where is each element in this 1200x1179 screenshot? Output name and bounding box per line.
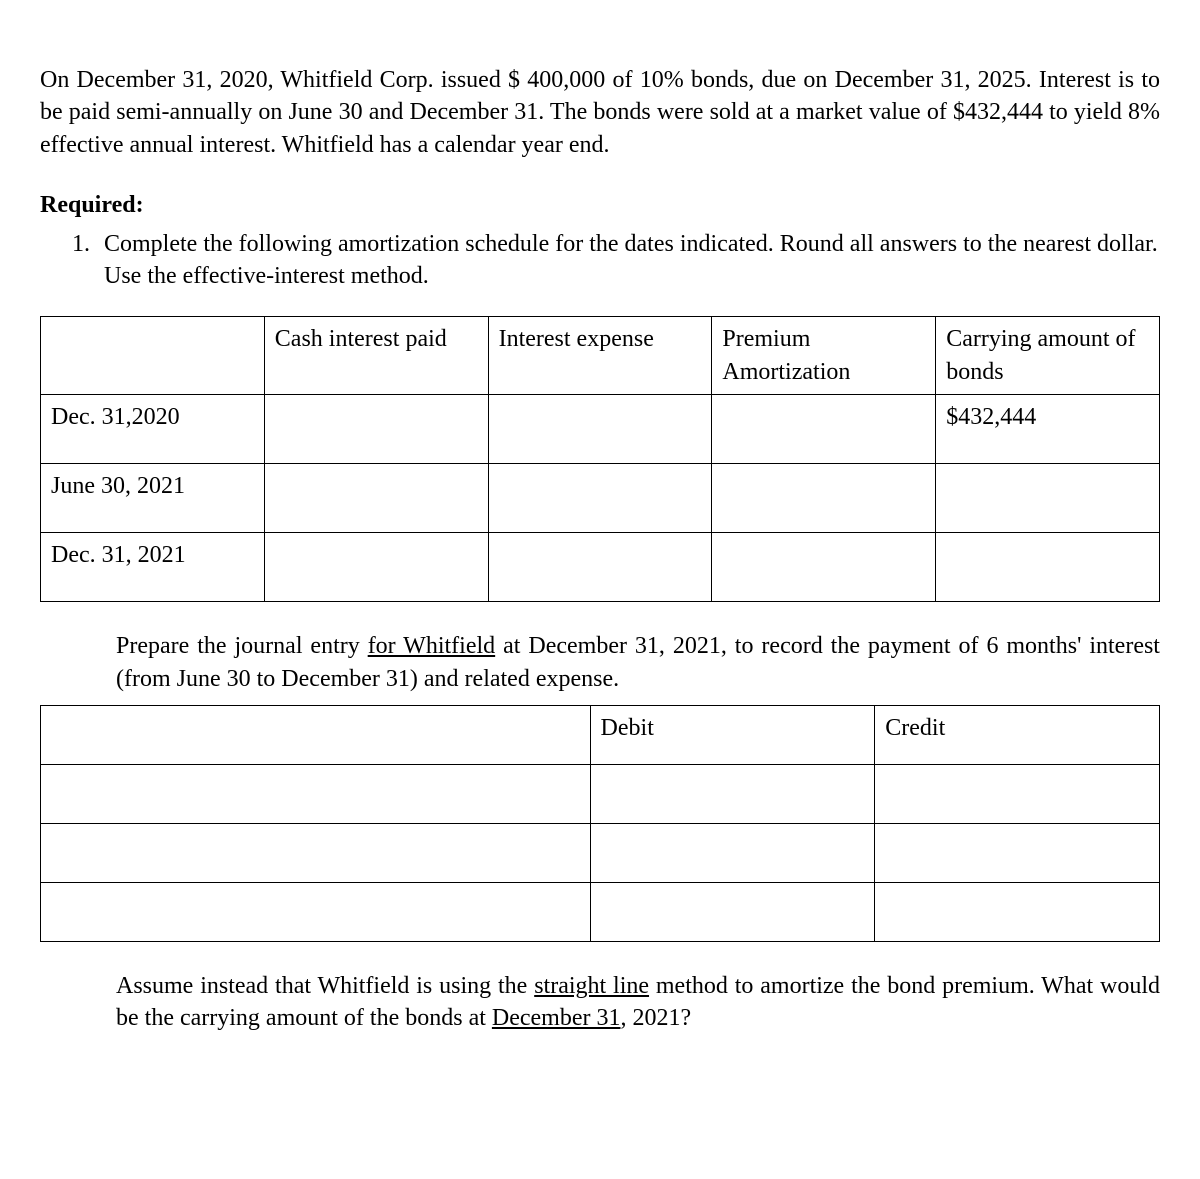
col-header-premium: Premium Amortization xyxy=(712,317,936,395)
cell-credit xyxy=(875,764,1160,823)
cell-ie xyxy=(488,395,712,464)
cell-debit xyxy=(590,823,875,882)
cell-carry xyxy=(936,533,1160,602)
cell-carry: $432,444 xyxy=(936,395,1160,464)
sl-post: , 2021? xyxy=(621,1005,692,1031)
cell-prem xyxy=(712,464,936,533)
cell-carry xyxy=(936,464,1160,533)
cell-cash xyxy=(264,464,488,533)
journal-instruction-pre: Prepare the journal entry xyxy=(116,633,368,659)
col-header-credit: Credit xyxy=(875,705,1160,764)
journal-entry-table: Debit Credit xyxy=(40,705,1160,942)
col-header-cash: Cash interest paid xyxy=(264,317,488,395)
requirement-list: Complete the following amortization sche… xyxy=(40,228,1160,293)
cell-date: June 30, 2021 xyxy=(41,464,265,533)
col-header-date xyxy=(41,317,265,395)
requirement-item-1: Complete the following amortization sche… xyxy=(96,228,1160,293)
table-row: Dec. 31,2020 $432,444 xyxy=(41,395,1160,464)
cell-date: Dec. 31, 2021 xyxy=(41,533,265,602)
cell-account xyxy=(41,823,591,882)
cell-credit xyxy=(875,823,1160,882)
amortization-table: Cash interest paid Interest expense Prem… xyxy=(40,316,1160,602)
table-header-row: Cash interest paid Interest expense Prem… xyxy=(41,317,1160,395)
col-header-interest-expense: Interest expense xyxy=(488,317,712,395)
table-row xyxy=(41,882,1160,941)
table-row xyxy=(41,823,1160,882)
cell-cash xyxy=(264,395,488,464)
table-header-row: Debit Credit xyxy=(41,705,1160,764)
cell-debit xyxy=(590,882,875,941)
cell-date: Dec. 31,2020 xyxy=(41,395,265,464)
sl-underline-1: straight line xyxy=(534,973,649,999)
journal-instruction: Prepare the journal entry for Whitfield … xyxy=(116,630,1160,695)
required-heading: Required: xyxy=(40,189,1160,221)
journal-instruction-underline: for Whitfield xyxy=(368,633,495,659)
table-row: Dec. 31, 2021 xyxy=(41,533,1160,602)
cell-credit xyxy=(875,882,1160,941)
cell-ie xyxy=(488,533,712,602)
intro-paragraph: On December 31, 2020, Whitfield Corp. is… xyxy=(40,64,1160,161)
sl-underline-2: December 31 xyxy=(492,1005,621,1031)
straight-line-question: Assume instead that Whitfield is using t… xyxy=(116,970,1160,1035)
cell-prem xyxy=(712,395,936,464)
cell-ie xyxy=(488,464,712,533)
cell-cash xyxy=(264,533,488,602)
col-header-debit: Debit xyxy=(590,705,875,764)
cell-prem xyxy=(712,533,936,602)
table-row xyxy=(41,764,1160,823)
cell-debit xyxy=(590,764,875,823)
cell-account xyxy=(41,764,591,823)
col-header-carrying: Carrying amount of bonds xyxy=(936,317,1160,395)
cell-account xyxy=(41,882,591,941)
table-row: June 30, 2021 xyxy=(41,464,1160,533)
sl-pre: Assume instead that Whitfield is using t… xyxy=(116,973,534,999)
col-header-account xyxy=(41,705,591,764)
